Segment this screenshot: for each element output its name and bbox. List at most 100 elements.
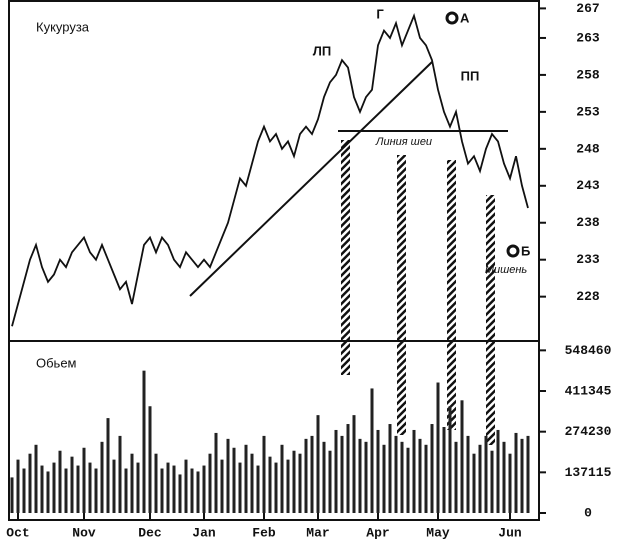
volume-bar <box>370 388 374 513</box>
y-tick-label: 0 <box>584 505 592 520</box>
volume-bar <box>76 465 80 513</box>
volume-bar <box>190 468 194 513</box>
volume-bar <box>100 441 104 513</box>
volume-bar <box>262 435 266 513</box>
price-line <box>11 12 529 327</box>
y-tick-label: 233 <box>576 252 600 267</box>
x-tick-label: Mar <box>306 525 329 540</box>
volume-bar <box>316 415 320 513</box>
x-tick-label: Feb <box>252 525 276 540</box>
hatched-bands <box>341 140 495 445</box>
volume-bar <box>514 432 518 513</box>
volume-bar <box>394 435 398 513</box>
volume-bar <box>298 453 302 513</box>
volume-bar <box>436 382 440 513</box>
volume-bar <box>472 453 476 513</box>
volume-bar <box>280 444 284 513</box>
volume-bar <box>178 474 182 513</box>
annotation: ПП <box>461 68 480 83</box>
volume-bar <box>106 418 110 513</box>
x-tick-label: Nov <box>72 525 96 540</box>
volume-bar <box>442 427 446 513</box>
volume-bar <box>334 429 338 513</box>
volume-bar <box>52 462 56 513</box>
volume-bar <box>208 453 212 513</box>
volume-bar <box>460 400 464 513</box>
annotation: А <box>460 10 470 25</box>
frame <box>8 0 540 521</box>
volume-bar <box>112 459 116 513</box>
y-tick-label: 238 <box>576 215 600 230</box>
y-tick-label: 228 <box>576 289 600 304</box>
volume-bar <box>16 459 20 513</box>
volume-bar <box>70 456 74 513</box>
volume-bar <box>274 462 278 513</box>
volume-bar <box>148 406 152 513</box>
y-tick-label: 411345 <box>565 383 612 398</box>
x-tick-label: Oct <box>6 525 29 540</box>
volume-bar <box>424 444 428 513</box>
volume-bar <box>490 450 494 513</box>
x-tick-label: May <box>426 525 450 540</box>
volume-bar <box>418 438 422 513</box>
volume-bar <box>136 462 140 513</box>
volume-bar <box>34 444 38 513</box>
volume-bar <box>466 435 470 513</box>
volume-bar <box>28 453 32 513</box>
volume-bar <box>166 462 170 513</box>
volume-title: Обьем <box>36 355 77 370</box>
trend-line <box>189 61 433 297</box>
volume-bar <box>94 468 98 513</box>
x-tick-label: Apr <box>366 525 389 540</box>
volume-bar <box>286 459 290 513</box>
volume-bar <box>496 429 500 513</box>
volume-bar <box>256 465 260 513</box>
y-tick-label: 137115 <box>565 465 612 480</box>
y-tick-label: 274230 <box>565 424 612 439</box>
volume-bar <box>454 441 458 513</box>
y-tick-label: 263 <box>576 30 600 45</box>
volume-bar <box>130 453 134 513</box>
volume-bar <box>226 438 230 513</box>
x-tick-label: Jun <box>498 525 522 540</box>
volume-bar <box>124 468 128 513</box>
volume-bar <box>40 465 44 513</box>
volume-bar <box>400 441 404 513</box>
y-tick-label: 548460 <box>565 343 612 358</box>
volume-bar <box>118 435 122 513</box>
volume-bar <box>142 370 146 513</box>
volume-bar <box>292 450 296 513</box>
volume-bar <box>328 450 332 513</box>
x-tick-label: Dec <box>138 525 162 540</box>
volume-bar <box>520 438 524 513</box>
volume-bar <box>250 453 254 513</box>
volume-bar <box>22 468 26 513</box>
volume-bar <box>508 453 512 513</box>
volume-bar <box>448 406 452 513</box>
volume-bar <box>340 435 344 513</box>
volume-bar <box>196 471 200 513</box>
y-tick-label: 258 <box>576 67 600 82</box>
y-tick-label: 248 <box>576 141 600 156</box>
annotation: ЛП <box>313 43 331 58</box>
x-tick-label: Jan <box>192 525 216 540</box>
volume-bar <box>346 424 350 513</box>
volume-bar <box>244 444 248 513</box>
volume-bar <box>64 468 68 513</box>
volume-bar <box>220 459 224 513</box>
volume-bar <box>304 438 308 513</box>
volume-bar <box>154 453 158 513</box>
volume-bar <box>502 441 506 513</box>
volume-bar <box>232 447 236 513</box>
volume-bar <box>160 468 164 513</box>
volume-bar <box>10 477 14 513</box>
volume-bar <box>88 462 92 513</box>
volume-bar <box>238 462 242 513</box>
annotation: Линия шеи <box>375 136 432 148</box>
volume-bar <box>484 435 488 513</box>
volume-bar <box>430 424 434 513</box>
volume-bar <box>412 429 416 513</box>
volume-bar <box>172 465 176 513</box>
y-tick-label: 267 <box>576 1 599 16</box>
